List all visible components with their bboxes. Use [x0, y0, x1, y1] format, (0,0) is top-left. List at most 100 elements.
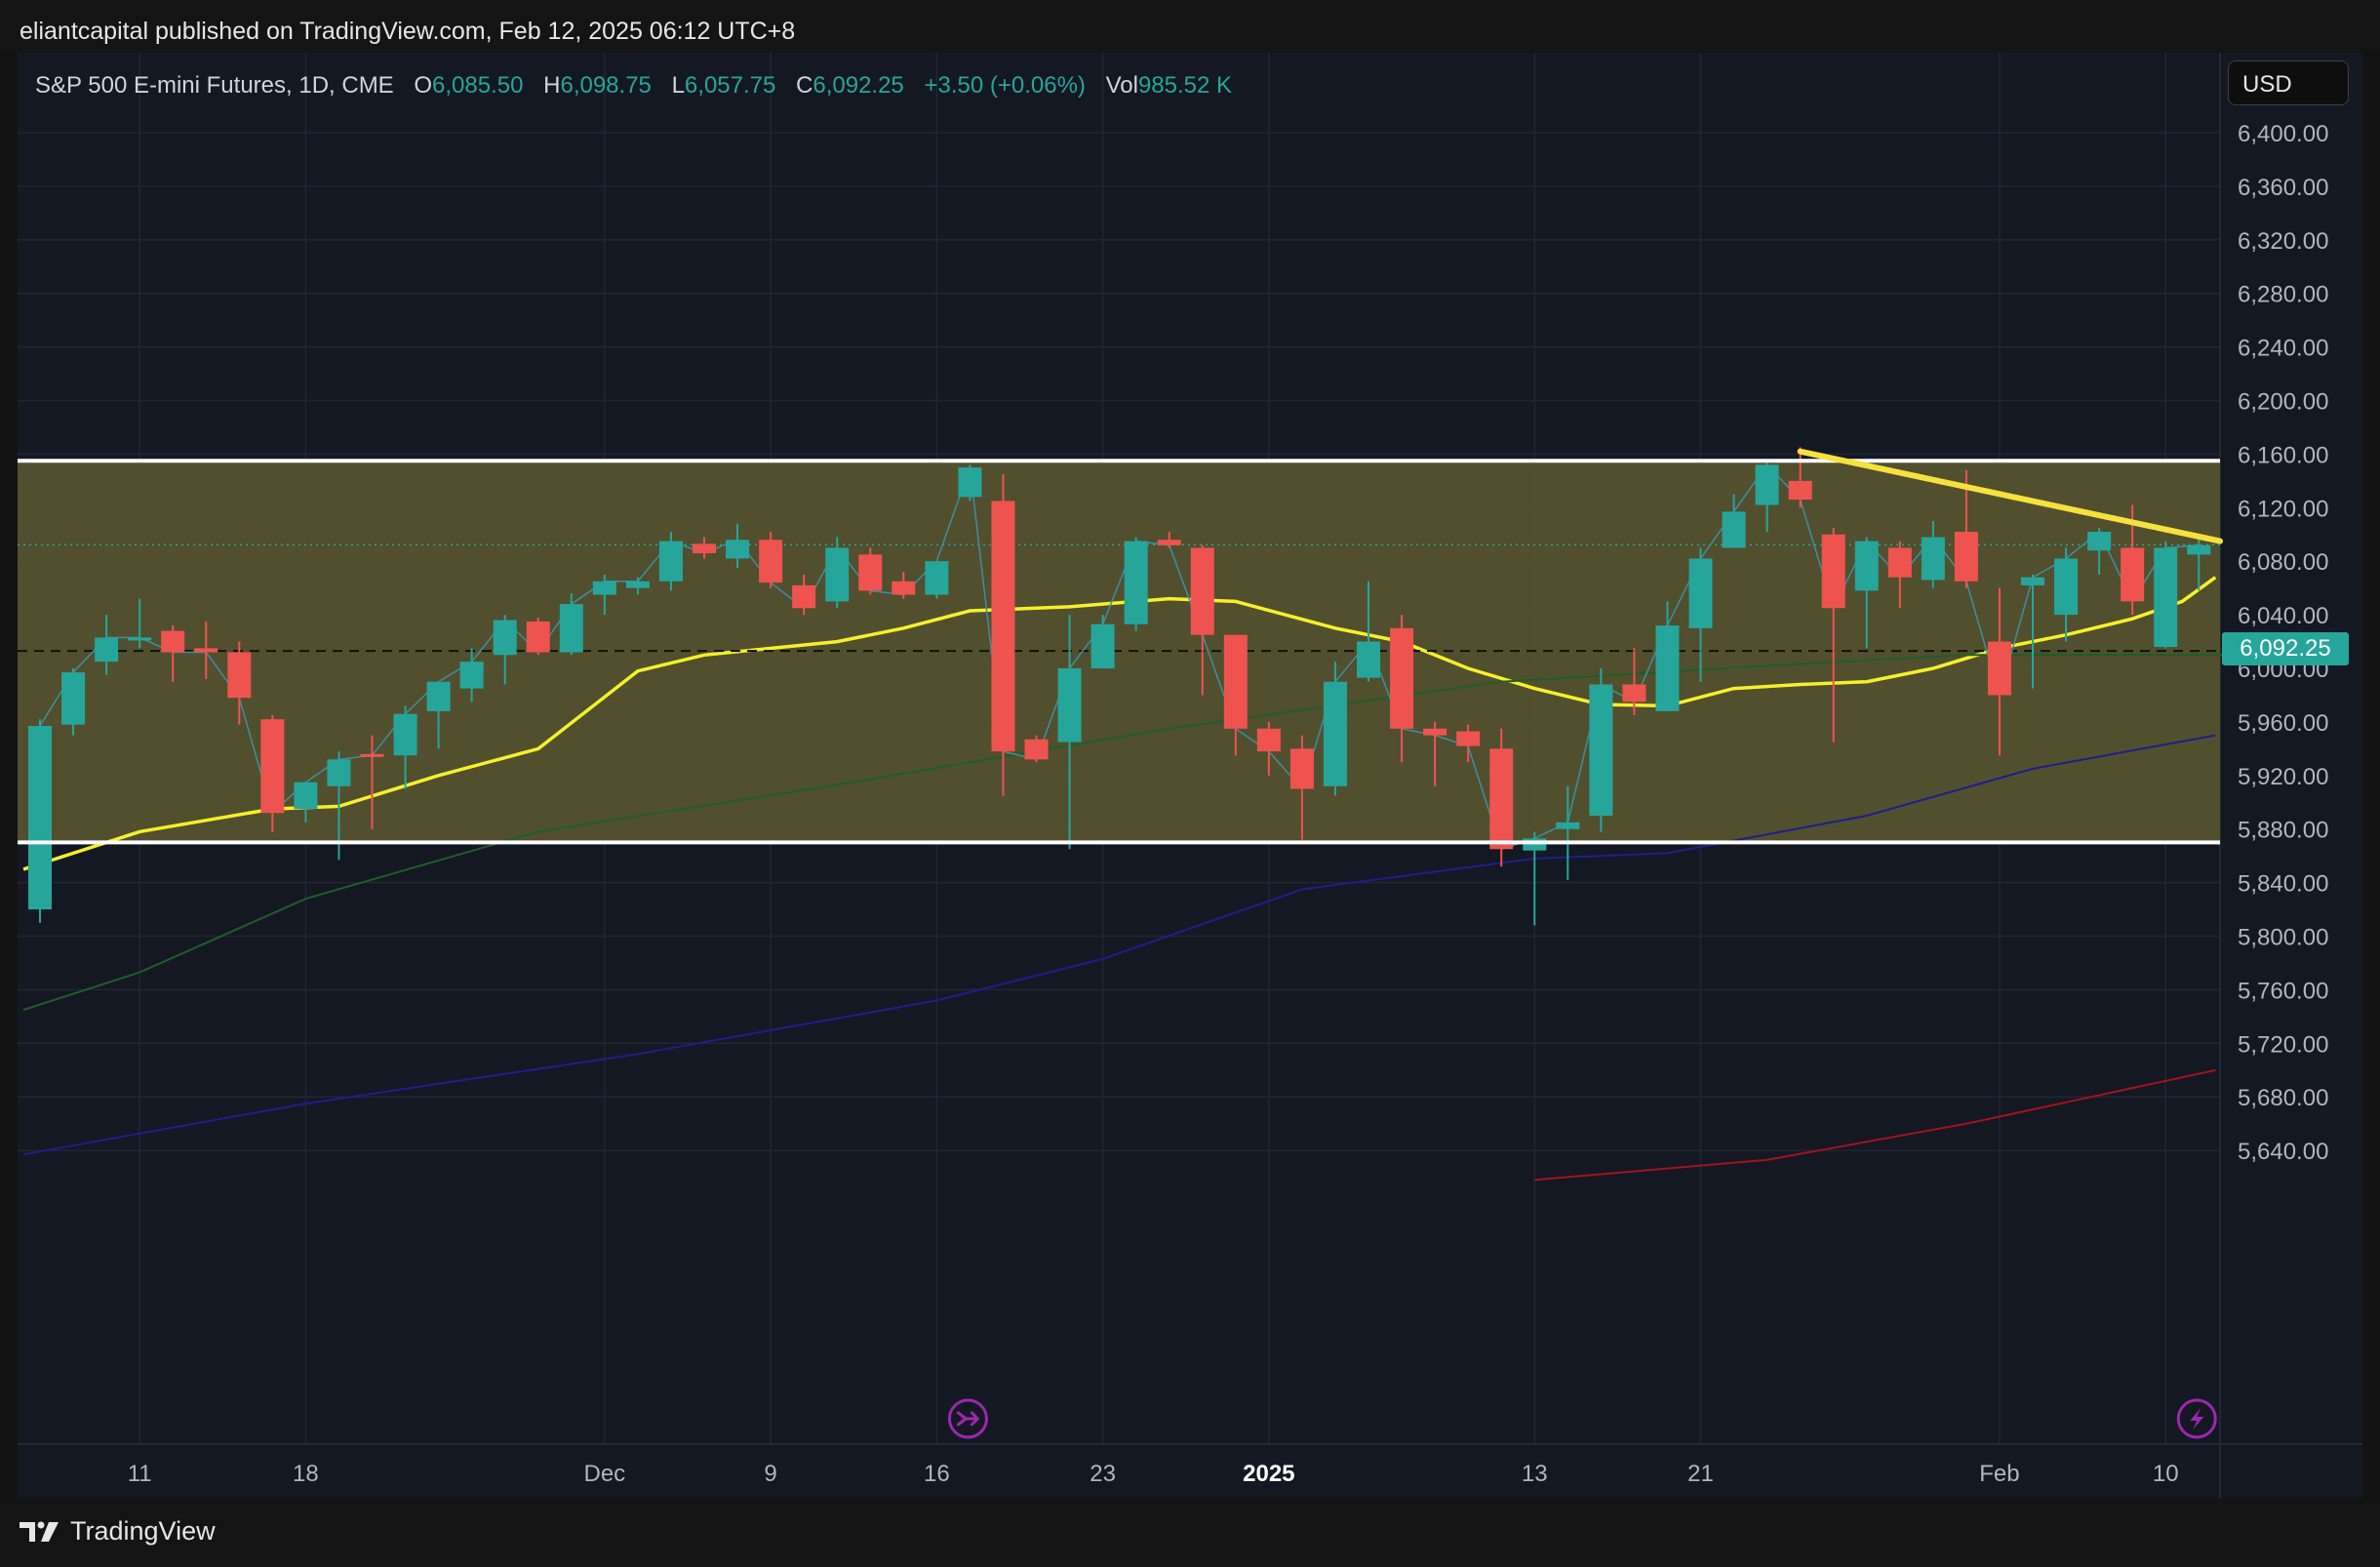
- candle-body: [61, 672, 86, 725]
- candle-body: [792, 584, 816, 609]
- candle-body: [1954, 532, 1978, 582]
- candle-body: [1987, 641, 2011, 696]
- candle-body: [1523, 838, 1547, 851]
- brand-name: TradingView: [70, 1516, 216, 1546]
- candle-body: [227, 652, 252, 699]
- ohlc-legend: S&P 500 E-mini Futures, 1D, CME O6,085.5…: [35, 72, 1232, 100]
- open-key: O: [414, 72, 433, 99]
- y-tick-label: 6,200.00: [2238, 389, 2328, 416]
- last-price-label: 6,092.25: [2222, 632, 2349, 665]
- candle-body: [2054, 558, 2079, 616]
- candle-body: [1589, 684, 1613, 816]
- low-value: 6,057.75: [684, 72, 776, 99]
- candle-body: [892, 581, 916, 595]
- candle-body: [1854, 541, 1879, 591]
- candle-body: [1256, 728, 1281, 752]
- y-tick-label: 5,720.00: [2238, 1031, 2328, 1058]
- candle-body: [1091, 623, 1115, 668]
- tradingview-logo-icon: [20, 1521, 59, 1542]
- candle-body: [294, 782, 318, 810]
- candle-body: [128, 637, 152, 641]
- brand[interactable]: TradingView: [20, 1516, 216, 1547]
- candle-body: [1755, 464, 1779, 505]
- candle-body: [1556, 822, 1580, 829]
- low-key: L: [671, 72, 685, 99]
- candle-body: [925, 561, 949, 595]
- candle-body: [1887, 547, 1912, 578]
- candle-body: [28, 726, 52, 910]
- volume-value: 985.52 K: [1137, 72, 1233, 99]
- arrow-in-circle-icon: [947, 1398, 988, 1439]
- x-tick-label: Feb: [1979, 1461, 2019, 1487]
- candle-body: [493, 620, 517, 656]
- candle-body: [1722, 511, 1746, 548]
- price-chart[interactable]: 6,400.00 6,360.00 6,320.00 6,280.00 6,240.00…: [18, 53, 2362, 1499]
- candle-body: [1655, 625, 1680, 711]
- candle-body: [260, 719, 285, 814]
- x-tick-label: 21: [1687, 1461, 1714, 1487]
- candle-body: [1622, 684, 1646, 703]
- y-tick-label: 6,080.00: [2238, 549, 2328, 576]
- lightning-glyph: [2190, 1408, 2204, 1429]
- x-tick-label: 10: [2153, 1461, 2179, 1487]
- candle-body: [2121, 547, 2145, 602]
- moving-average-line: [22, 576, 2217, 871]
- candle-body: [393, 713, 417, 756]
- y-tick-label: 5,800.00: [2238, 925, 2328, 951]
- y-tick-label: 5,680.00: [2238, 1085, 2328, 1111]
- y-tick-label: 6,240.00: [2238, 336, 2328, 362]
- change-value: +3.50 (+0.06%): [924, 72, 1086, 99]
- y-tick-label: 5,920.00: [2238, 764, 2328, 790]
- candle-body: [693, 543, 716, 553]
- candle-body: [1289, 748, 1314, 789]
- candle-body: [658, 541, 683, 582]
- candle-body: [1489, 748, 1514, 850]
- currency-selector[interactable]: USD: [2228, 60, 2349, 105]
- y-tick-label: 5,880.00: [2238, 818, 2328, 844]
- trendline: [1797, 448, 2223, 544]
- candle-body: [2087, 532, 2112, 551]
- arrow-glyph: [956, 1411, 979, 1426]
- candle-body: [858, 554, 883, 591]
- candle-body: [759, 540, 783, 583]
- x-tick-label: 13: [1522, 1461, 1548, 1487]
- y-tick-label: 6,120.00: [2238, 496, 2328, 522]
- y-tick-label: 6,280.00: [2238, 282, 2328, 308]
- candle-body: [526, 621, 550, 653]
- candle-body: [958, 467, 982, 498]
- candle-body: [1157, 540, 1181, 545]
- candle-body: [1788, 480, 1812, 501]
- candle-body: [1390, 627, 1414, 729]
- close-value: 6,092.25: [813, 72, 904, 99]
- high-key: H: [543, 72, 561, 99]
- candle-body: [1223, 634, 1248, 729]
- moving-average-line: [22, 734, 2216, 1156]
- volume-key: Vol: [1105, 72, 1138, 99]
- candle-body: [1423, 728, 1448, 736]
- high-value: 6,098.75: [560, 72, 652, 99]
- candle-body: [459, 662, 484, 689]
- candle-body: [1456, 731, 1481, 746]
- close-key: C: [796, 72, 813, 99]
- top-bar: eliantcapital published on TradingView.c…: [0, 0, 2380, 53]
- candle-body: [1821, 534, 1845, 609]
- candle-body: [2154, 547, 2178, 648]
- published-info: eliantcapital published on TradingView.c…: [20, 18, 796, 45]
- candle-body: [1124, 541, 1148, 624]
- y-tick-label: 5,760.00: [2238, 978, 2328, 1004]
- candle-body: [1024, 739, 1049, 760]
- x-tick-label: 18: [293, 1461, 319, 1487]
- footer: TradingView: [0, 1499, 2380, 1567]
- candle-body: [592, 581, 616, 595]
- y-tick-label: 6,360.00: [2238, 175, 2328, 201]
- y-tick-label: 6,320.00: [2238, 228, 2328, 255]
- open-value: 6,085.50: [432, 72, 524, 99]
- candle-body: [825, 547, 850, 602]
- candle-body: [559, 604, 583, 653]
- candle-body: [1688, 558, 1713, 628]
- y-tick-label: 5,960.00: [2238, 710, 2328, 737]
- candle-body: [625, 581, 650, 588]
- candle-body: [161, 630, 185, 653]
- symbol-label[interactable]: S&P 500 E-mini Futures, 1D, CME: [35, 72, 394, 99]
- x-tick-label: 16: [924, 1461, 950, 1487]
